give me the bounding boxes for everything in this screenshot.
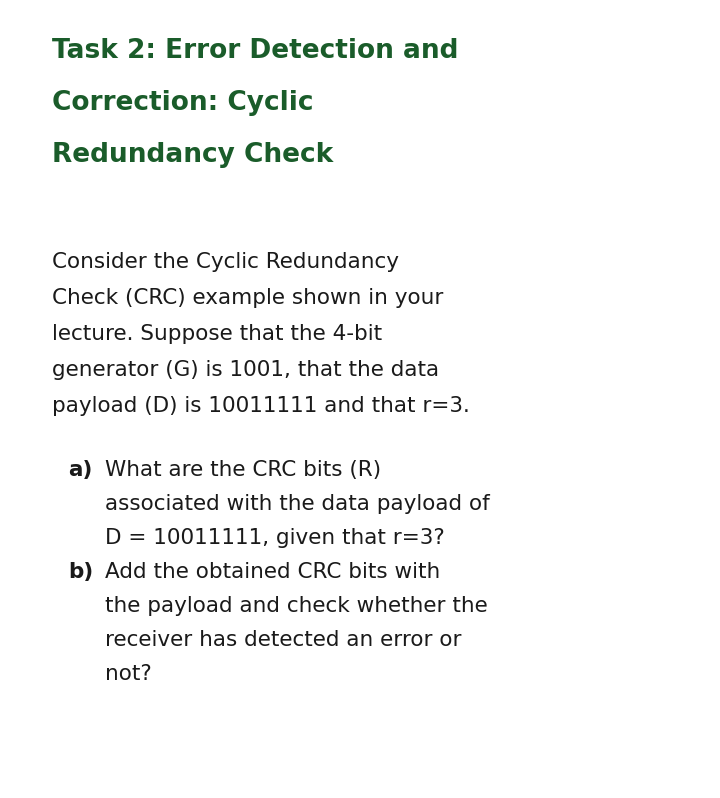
Text: lecture. Suppose that the 4-bit: lecture. Suppose that the 4-bit: [52, 324, 382, 344]
Text: Task 2: Error Detection and: Task 2: Error Detection and: [52, 38, 459, 64]
Text: a): a): [68, 460, 92, 480]
Text: b): b): [68, 562, 94, 582]
Text: the payload and check whether the: the payload and check whether the: [105, 596, 487, 616]
Text: Add the obtained CRC bits with: Add the obtained CRC bits with: [105, 562, 440, 582]
Text: associated with the data payload of: associated with the data payload of: [105, 494, 490, 514]
Text: What are the CRC bits (R): What are the CRC bits (R): [105, 460, 381, 480]
Text: generator (G) is 1001, that the data: generator (G) is 1001, that the data: [52, 360, 439, 380]
Text: receiver has detected an error or: receiver has detected an error or: [105, 630, 462, 650]
Text: Check (CRC) example shown in your: Check (CRC) example shown in your: [52, 288, 444, 308]
Text: Redundancy Check: Redundancy Check: [52, 142, 333, 168]
Text: D = 10011111, given that r=3?: D = 10011111, given that r=3?: [105, 528, 445, 548]
Text: not?: not?: [105, 664, 152, 684]
Text: Correction: Cyclic: Correction: Cyclic: [52, 90, 313, 116]
Text: payload (D) is 10011111 and that r=3.: payload (D) is 10011111 and that r=3.: [52, 396, 470, 416]
Text: Consider the Cyclic Redundancy: Consider the Cyclic Redundancy: [52, 252, 399, 272]
